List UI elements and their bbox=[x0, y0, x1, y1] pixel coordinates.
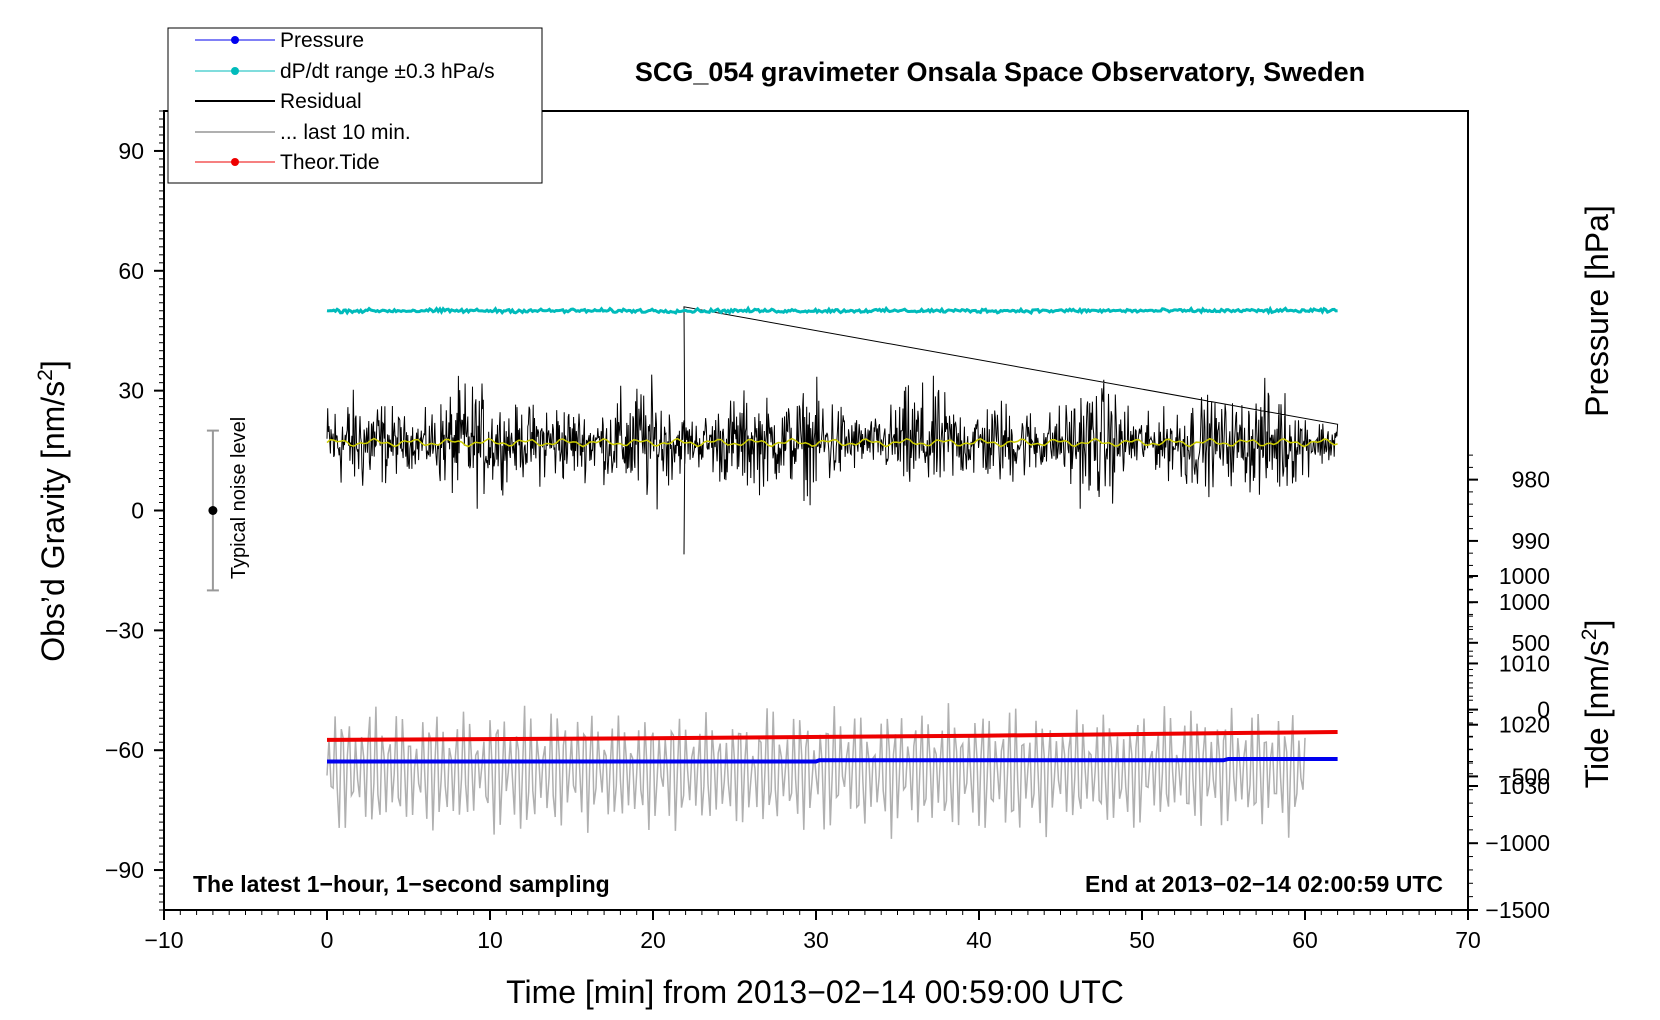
legend-dpdt-marker bbox=[231, 67, 239, 75]
residual-line bbox=[326, 306, 1339, 555]
minor-ticks bbox=[159, 110, 1473, 915]
tide-tick-label-4: 500 bbox=[1512, 630, 1550, 656]
legend-dpdt-label: dP/dt range ±0.3 hPa/s bbox=[280, 60, 495, 83]
x-axis-title: Time [min] from 2013−02−14 00:59:00 UTC bbox=[506, 974, 1124, 1010]
pressure-tick-label-1: 990 bbox=[1512, 528, 1550, 554]
legend-entry-dpdt: dP/dt range ±0.3 hPa/s bbox=[195, 60, 495, 83]
pressure-axis-ticks: 980 990 1000 1010 1020 1030 bbox=[1468, 467, 1550, 799]
legend-residual-label: Residual bbox=[280, 90, 362, 113]
last-ten-min-line bbox=[326, 703, 1306, 839]
left-axis-ticks: −90 −60 −30 0 30 60 90 bbox=[105, 138, 164, 883]
dpdt-layer bbox=[326, 305, 1338, 316]
x-tick-label-1: 0 bbox=[321, 927, 334, 953]
tide-line bbox=[326, 730, 1338, 742]
legend-entry-pressure: Pressure bbox=[195, 29, 364, 52]
pressure-line bbox=[327, 757, 1338, 764]
x-tick-label-2: 10 bbox=[477, 927, 503, 953]
legend-pressure-label: Pressure bbox=[280, 29, 364, 52]
legend-box bbox=[167, 27, 543, 184]
legend-last-ten-label: ... last 10 min. bbox=[280, 121, 411, 144]
end-time-annotation: End at 2013−02−14 02:00:59 UTC bbox=[1085, 871, 1443, 897]
left-tick-label-6: 90 bbox=[118, 138, 144, 164]
last-ten-min-layer bbox=[326, 703, 1306, 839]
pressure-layer bbox=[327, 757, 1338, 764]
pressure-axis-title: Pressure [hPa] bbox=[1579, 205, 1615, 417]
sampling-annotation: The latest 1−hour, 1−second sampling bbox=[193, 871, 610, 897]
left-axis-title: Obs’d Gravity [nm/s2] bbox=[34, 360, 71, 662]
x-tick-label-8: 70 bbox=[1455, 927, 1481, 953]
tide-axis-ticks: −1500 −1000 −500 0 500 1000 bbox=[1468, 563, 1550, 923]
legend-tide-label: Theor.Tide bbox=[280, 151, 380, 174]
legend-pressure-marker bbox=[231, 36, 239, 44]
x-tick-label-3: 20 bbox=[640, 927, 666, 953]
legend-entry-tide: Theor.Tide bbox=[195, 151, 380, 174]
tide-tick-label-2: −500 bbox=[1498, 763, 1550, 789]
x-tick-label-6: 50 bbox=[1129, 927, 1155, 953]
tide-tick-label-1: −1000 bbox=[1485, 830, 1550, 856]
left-tick-label-5: 60 bbox=[118, 258, 144, 284]
left-tick-label-0: −90 bbox=[105, 857, 144, 883]
chart-title: SCG_054 gravimeter Onsala Space Observat… bbox=[635, 57, 1365, 87]
noise-level-label: Typical noise level bbox=[228, 417, 250, 579]
left-tick-label-4: 30 bbox=[118, 378, 144, 404]
legend-tide-marker bbox=[231, 158, 239, 166]
legend: Pressure dP/dt range ±0.3 hPa/s Residual… bbox=[167, 27, 543, 184]
tide-axis-title: Tide [nm/s2] bbox=[1578, 620, 1615, 789]
pressure-tick-label-4: 1020 bbox=[1499, 712, 1550, 738]
left-tick-label-1: −60 bbox=[105, 737, 144, 763]
legend-entry-last-ten: ... last 10 min. bbox=[195, 121, 411, 144]
tide-layer bbox=[326, 730, 1338, 742]
x-tick-label-5: 40 bbox=[966, 927, 992, 953]
x-axis-ticks: −10 0 10 20 30 40 50 60 70 bbox=[144, 910, 1481, 953]
pressure-tick-label-0: 980 bbox=[1512, 467, 1550, 493]
left-tick-label-2: −30 bbox=[105, 617, 144, 643]
pressure-tick-label-5: 1030 bbox=[1499, 773, 1550, 799]
pressure-tick-label-2: 1000 bbox=[1499, 589, 1550, 615]
residual-layer bbox=[326, 306, 1339, 555]
x-tick-label-0: −10 bbox=[144, 927, 183, 953]
tide-tick-label-0: −1500 bbox=[1485, 897, 1550, 923]
pressure-tick-label-3: 1010 bbox=[1499, 650, 1550, 676]
residual-smoothed-layer bbox=[326, 437, 1338, 448]
legend-entry-residual: Residual bbox=[195, 90, 362, 113]
dpdt-line bbox=[326, 305, 1338, 316]
x-tick-label-7: 60 bbox=[1292, 927, 1318, 953]
noise-level-indicator bbox=[206, 429, 219, 592]
x-tick-label-4: 30 bbox=[803, 927, 829, 953]
left-tick-label-3: 0 bbox=[131, 498, 144, 524]
tide-tick-label-3: 0 bbox=[1537, 697, 1550, 723]
tide-tick-label-5: 1000 bbox=[1499, 563, 1550, 589]
residual-smoothed-line bbox=[326, 437, 1338, 448]
noise-bar-center-dot bbox=[208, 506, 218, 515]
